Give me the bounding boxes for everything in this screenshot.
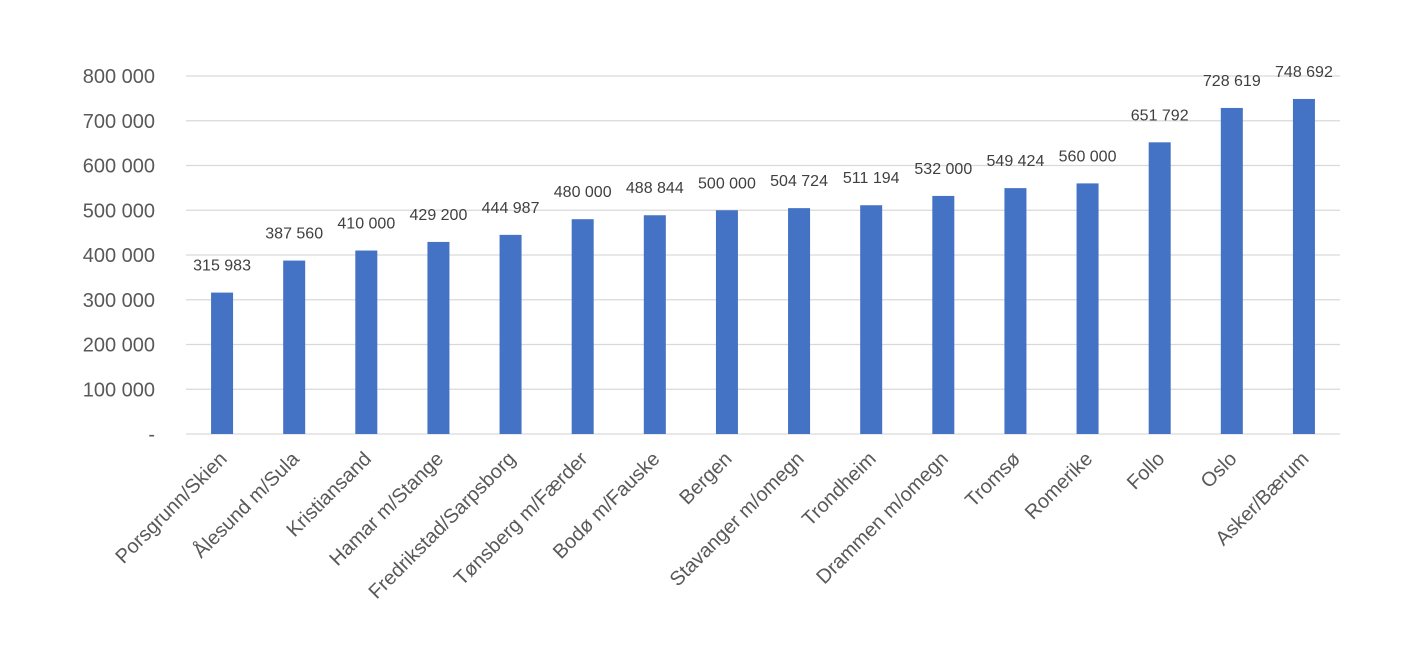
bar [643, 215, 666, 434]
x-tick-label: Tønsberg m/Færder [450, 448, 592, 590]
data-label: 728 619 [1203, 73, 1261, 90]
y-tick-label: 300 000 [83, 290, 155, 312]
data-label: 315 983 [193, 258, 251, 275]
gridlines [186, 75, 1340, 435]
data-label: 511 194 [843, 170, 900, 187]
data-label: 480 000 [554, 184, 612, 201]
data-label: 651 792 [1131, 107, 1189, 124]
data-labels: 315 983 387 560 410 000 429 200 444 987 480 0… [193, 64, 1333, 275]
bar [715, 210, 738, 434]
bar [427, 241, 450, 434]
data-label: 429 200 [410, 207, 468, 224]
bar [1220, 107, 1243, 435]
data-label: 444 987 [482, 200, 540, 217]
y-tick-label: 800 000 [83, 66, 155, 88]
data-label: 410 000 [337, 216, 395, 233]
data-label: 560 000 [1059, 148, 1117, 165]
data-label: 549 424 [987, 153, 1045, 170]
bar [499, 234, 522, 434]
x-tick-label: Bergen [675, 448, 736, 509]
data-label: 387 560 [265, 226, 323, 243]
y-tick-label: - [148, 424, 155, 446]
x-tick-label: Follo [1123, 448, 1169, 494]
x-tick-label: Oslo [1197, 448, 1242, 493]
bar [211, 292, 234, 434]
bar [860, 205, 883, 434]
bar [1292, 98, 1315, 434]
data-label: 488 844 [626, 180, 684, 197]
x-tick-label: Tromsø [961, 448, 1025, 512]
x-tick-label: Fredrikstad/Sarpsborg [365, 448, 520, 603]
y-tick-label: 100 000 [83, 379, 155, 401]
data-label: 504 724 [770, 173, 828, 190]
data-label: 748 692 [1275, 64, 1333, 81]
y-tick-label: 500 000 [83, 200, 155, 222]
bar [283, 260, 306, 434]
y-tick-label: 200 000 [83, 335, 155, 357]
bar [1148, 142, 1171, 435]
x-tick-label: Stavanger m/omegn [666, 448, 809, 591]
y-tick-label: 400 000 [83, 245, 155, 267]
data-label: 532 000 [914, 161, 972, 178]
bars [211, 98, 1315, 435]
y-tick-label: 700 000 [83, 111, 155, 133]
x-tick-label: Romerike [1021, 448, 1097, 524]
bar [571, 219, 594, 434]
y-tick-label: 600 000 [83, 156, 155, 178]
y-axis: - 100 000 200 000 300 000 400 000 500 000 600 … [83, 66, 155, 446]
bar [932, 195, 955, 434]
bar [1076, 183, 1099, 434]
bar [788, 208, 811, 434]
data-label: 500 000 [698, 175, 756, 192]
bar [355, 250, 378, 434]
x-tick-label: Drammen m/omegn [812, 448, 953, 589]
bar [1004, 188, 1027, 434]
